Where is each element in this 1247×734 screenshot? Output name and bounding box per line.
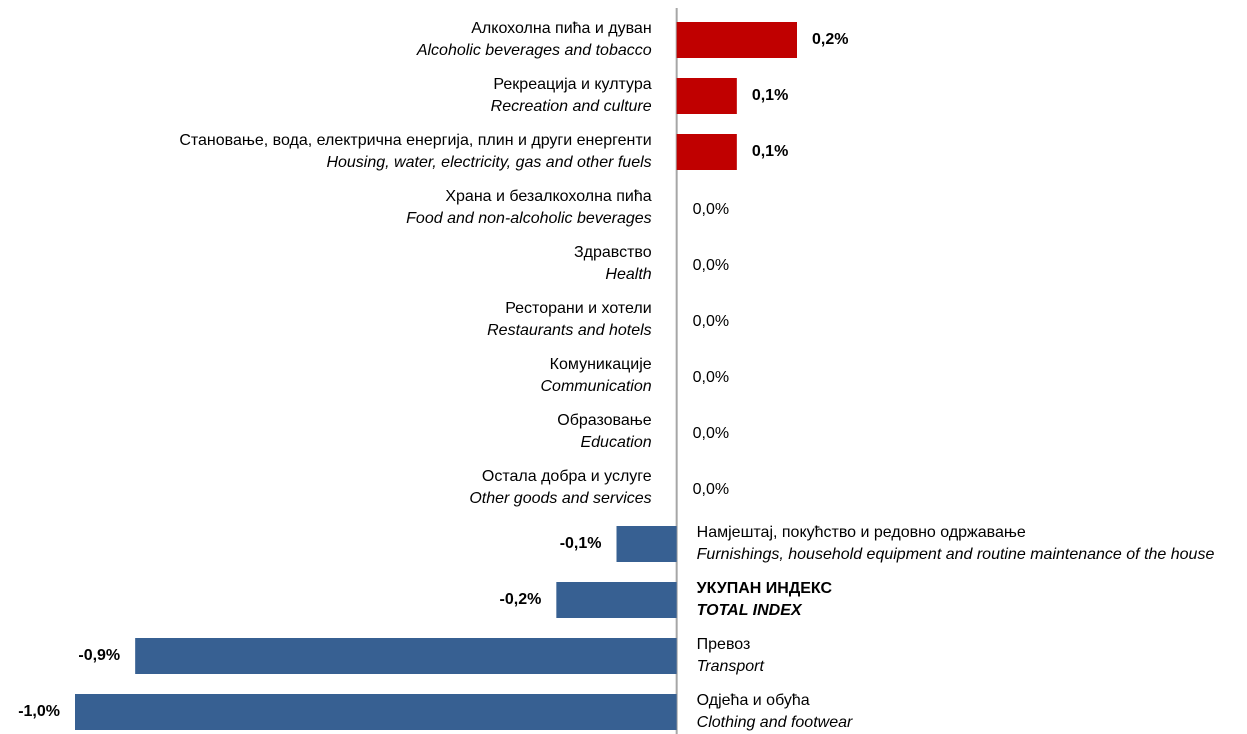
category-label-en: Food and non-alcoholic beverages xyxy=(406,210,652,227)
category-label: Алкохолна пића и дуван xyxy=(471,20,651,37)
category-label: Рекреација и култура xyxy=(493,76,651,93)
bar xyxy=(676,134,737,170)
category-label: Комуникације xyxy=(550,356,652,373)
category-label-en: Alcoholic beverages and tobacco xyxy=(416,42,652,59)
category-label: Здравство xyxy=(574,244,652,261)
category-label: Храна и безалкохолна пића xyxy=(445,188,651,205)
category-label: Остала добра и услуге xyxy=(482,468,652,485)
value-label: 0,0% xyxy=(693,201,729,218)
bar xyxy=(616,526,677,562)
category-label-en: Education xyxy=(580,434,651,451)
bar xyxy=(556,582,677,618)
value-label: 0,0% xyxy=(693,257,729,274)
category-label: Превоз xyxy=(697,636,751,653)
category-label-en: Health xyxy=(605,266,651,283)
value-label: -0,2% xyxy=(500,591,542,608)
value-label: 0,0% xyxy=(693,481,729,498)
category-label-en: Clothing and footwear xyxy=(697,714,853,731)
value-label: 0,0% xyxy=(693,369,729,386)
category-label-en: Housing, water, electricity, gas and oth… xyxy=(326,154,651,171)
value-label: 0,0% xyxy=(693,313,729,330)
category-label-en: TOTAL INDEX xyxy=(697,602,803,619)
category-label-en: Transport xyxy=(697,658,765,675)
category-label: Образовање xyxy=(557,412,652,429)
category-label: Ресторани и хотели xyxy=(505,300,651,317)
category-label: Одјећа и обућа xyxy=(697,692,810,709)
category-label: Становање, вода, електрична енергија, пл… xyxy=(179,132,651,149)
value-label: 0,1% xyxy=(752,87,788,104)
category-label-en: Restaurants and hotels xyxy=(487,322,652,339)
category-label-en: Other goods and services xyxy=(469,490,651,507)
category-label-en: Furnishings, household equipment and rou… xyxy=(697,546,1215,563)
bar xyxy=(676,78,737,114)
value-label: -0,9% xyxy=(78,647,120,664)
value-label: 0,0% xyxy=(693,425,729,442)
category-label-en: Recreation and culture xyxy=(491,98,652,115)
value-label: -1,0% xyxy=(18,703,60,720)
value-label: 0,2% xyxy=(812,31,848,48)
value-label: 0,1% xyxy=(752,143,788,160)
bar xyxy=(75,694,677,730)
value-label: -0,1% xyxy=(560,535,602,552)
category-label: Намјештај, покућство и редовно одржавање xyxy=(697,524,1026,541)
category-label: УКУПАН ИНДЕКС xyxy=(697,580,833,597)
bar xyxy=(676,22,797,58)
category-label-en: Communication xyxy=(541,378,652,395)
bar xyxy=(135,638,677,674)
